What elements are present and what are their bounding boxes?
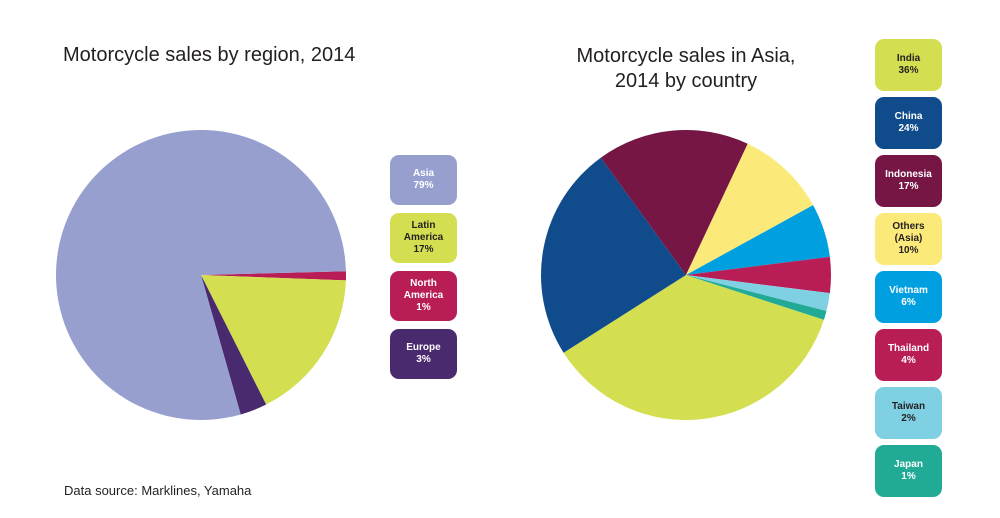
legend-item-thailand: Thailand 4% (875, 329, 942, 381)
pie-slice-taiwan (686, 275, 830, 312)
legend-value: 79% (413, 180, 434, 191)
pie-slice-japan (686, 275, 827, 320)
legend-label: Vietnam (889, 285, 928, 296)
legend-item-indonesia: Indonesia 17% (875, 155, 942, 207)
legend-value: 4% (901, 355, 916, 366)
legend-value: 36% (898, 65, 919, 76)
legend-value: 17% (898, 181, 919, 192)
legend-label: China (894, 111, 923, 122)
legend-label: Latin America (403, 220, 444, 243)
pie-slice-china (541, 157, 686, 353)
legend-value: 3% (416, 354, 431, 365)
legend-item-japan: Japan 1% (875, 445, 942, 497)
pie-slice-others-asia (686, 143, 814, 275)
pie-slice-asia (56, 130, 346, 421)
pie-slice-thailand (686, 256, 831, 294)
legend-label: Indonesia (885, 169, 932, 180)
chart-title-asia: Motorcycle sales in Asia, 2014 by country (576, 45, 796, 92)
legend-item-taiwan: Taiwan 2% (875, 387, 942, 439)
pie-slice-europe (201, 275, 267, 415)
legend-label: India (896, 53, 921, 64)
legend-label: Japan (894, 459, 923, 470)
legend-item-india: India 36% (875, 39, 942, 91)
pie-slice-north-america (201, 271, 346, 281)
pie-slice-vietnam (686, 205, 830, 275)
legend-value: 17% (413, 244, 434, 255)
legend-label: Others (Asia) (892, 221, 925, 244)
legend-label: Europe (406, 342, 441, 353)
legend-value: 24% (898, 123, 919, 134)
chart-title-region: Motorcycle sales by region, 2014 (63, 44, 356, 66)
legend-item-latin-america: Latin America 17% (390, 213, 457, 263)
legend-label: North America (403, 278, 444, 301)
legend-label: Thailand (887, 343, 930, 354)
pie-slice-latin-america (201, 275, 346, 405)
legend-item-asia: Asia 79% (390, 155, 457, 205)
data-source: Data source: Marklines, Yamaha (64, 483, 252, 498)
legend-item-china: China 24% (875, 97, 942, 149)
legend-item-others-asia: Others (Asia) 10% (875, 213, 942, 265)
legend-value: 1% (901, 471, 916, 482)
legend-value: 2% (901, 413, 916, 424)
legend-value: 6% (901, 297, 916, 308)
legend-item-vietnam: Vietnam 6% (875, 271, 942, 323)
pie-slice-indonesia (600, 130, 748, 275)
legend-value: 10% (898, 245, 919, 256)
legend-label: Taiwan (891, 401, 926, 412)
pie-slice-india (563, 275, 824, 421)
legend-value: 1% (416, 302, 431, 313)
legend-item-europe: Europe 3% (390, 329, 457, 379)
legend-label: Asia (412, 168, 435, 179)
legend-item-north-america: North America 1% (390, 271, 457, 321)
